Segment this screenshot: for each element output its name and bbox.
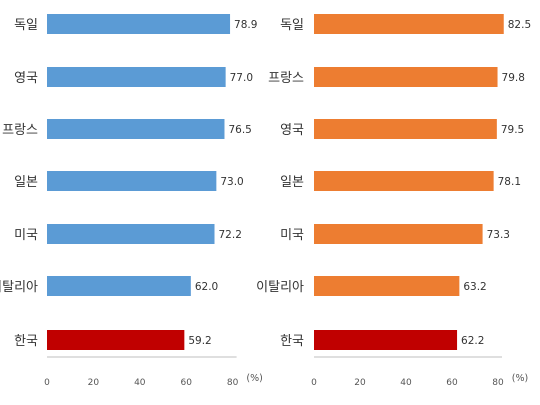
chart-2-tick-label: 40 [400,378,412,388]
chart-1-value-label: 59.2 [188,335,211,347]
chart-1-bar [47,14,231,34]
chart-2-bar [314,276,460,296]
chart-2-category-label: 한국 [280,334,304,349]
chart-1-value-label: 78.9 [234,19,257,31]
chart-2-value-label: 82.5 [508,19,531,31]
chart-1-tick-label: 60 [180,378,192,388]
chart-2-bar [314,171,494,191]
chart-1-bar [47,224,215,244]
chart-1-value-label: 62.0 [195,281,218,293]
chart-1-unit-label: (%) [246,373,262,384]
chart-2-bar [314,330,458,350]
chart-1-bar [47,171,217,191]
chart-2-tick-label: 20 [354,378,366,388]
chart-2-value-label: 78.1 [498,176,521,188]
chart-1-value-label: 76.5 [228,124,251,136]
chart-2-value-label: 63.2 [463,281,486,293]
chart-2-value-label: 79.5 [501,124,524,136]
chart-1-category-label: 한국 [14,334,38,349]
chart-2-category-label: 일본 [280,175,304,190]
chart-2-category-label: 이탈리아 [256,280,304,295]
chart-2-category-label: 독일 [280,18,304,33]
chart-1-category-label: 일본 [14,175,38,190]
chart-1-category-label: 이탈리아 [0,280,38,295]
chart-1-tick-label: 20 [88,378,100,388]
chart-2-unit-label: (%) [512,373,528,384]
chart-1-value-label: 77.0 [230,72,253,84]
chart-1-category-label: 미국 [14,228,38,243]
chart-2-bar [314,67,498,87]
chart-1-tick-label: 0 [44,378,50,388]
chart-1-value-label: 72.2 [219,229,242,241]
chart-2-bar [314,14,504,34]
chart-1-bar [47,276,191,296]
chart-1-bar [47,330,185,350]
chart-1-value-label: 73.0 [220,176,243,188]
chart-1-bar [47,119,225,139]
chart-2-value-label: 79.8 [502,72,525,84]
chart-2-tick-label: 80 [492,378,504,388]
chart-2-bar [314,224,483,244]
chart-2-tick-label: 0 [311,378,317,388]
chart-1-bar [47,67,226,87]
chart-1-category-label: 영국 [14,71,38,86]
chart-2-tick-label: 60 [446,378,458,388]
chart-1-tick-label: 80 [227,378,239,388]
chart-2-category-label: 미국 [280,228,304,243]
chart-1-category-label: 독일 [14,18,38,33]
chart-2-category-label: 프랑스 [268,71,304,86]
chart-2-value-label: 62.2 [461,335,484,347]
chart-2-category-label: 영국 [280,123,304,138]
chart-2-value-label: 73.3 [487,229,510,241]
chart-1-tick-label: 40 [134,378,146,388]
chart-1-category-label: 프랑스 [2,123,38,138]
chart-2-bar [314,119,497,139]
